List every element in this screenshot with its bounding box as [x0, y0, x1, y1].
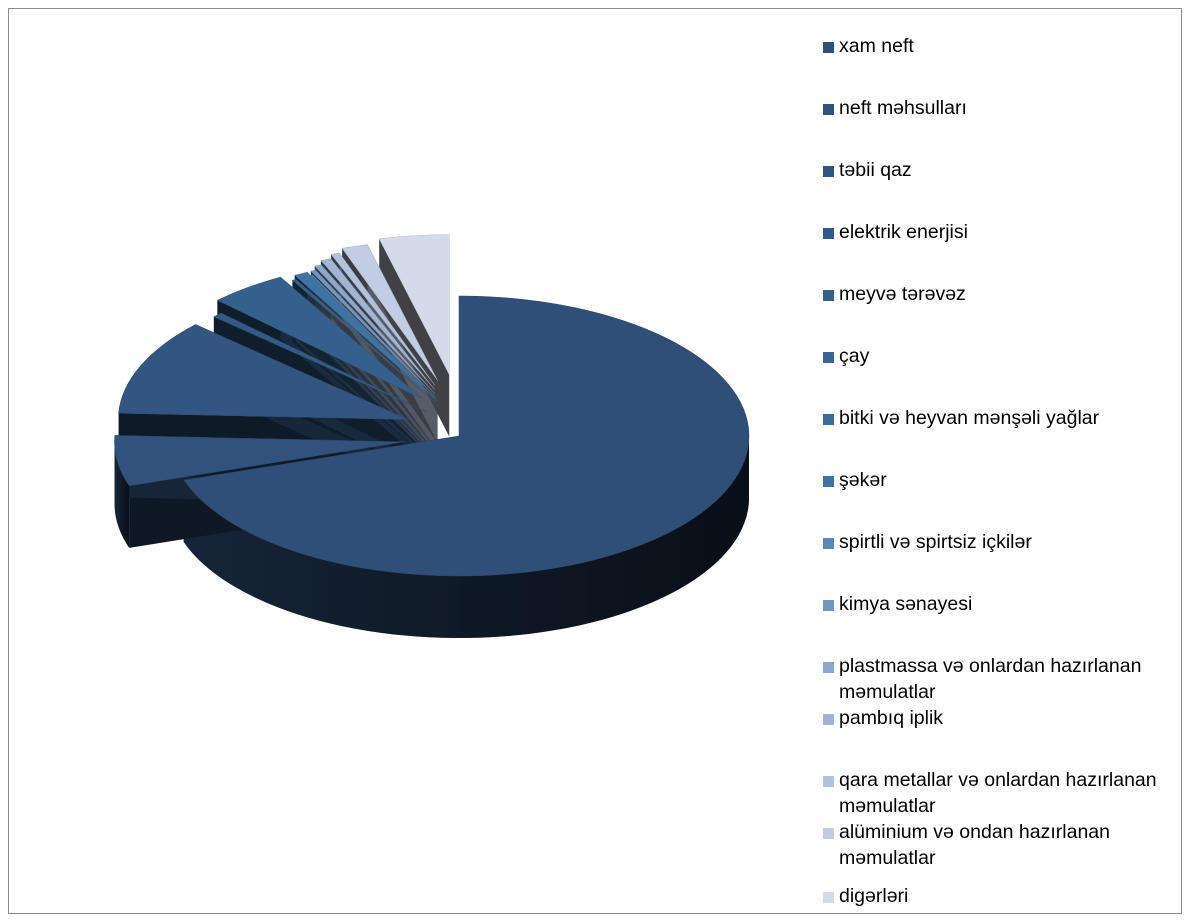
legend-swatch: [823, 104, 834, 115]
legend-item: bitki və heyvan mənşəli yağlar: [823, 405, 1178, 431]
pie-slice-side-shade: [114, 441, 130, 548]
legend-swatch: [823, 166, 834, 177]
legend-swatch: [823, 42, 834, 53]
legend-label: təbii qaz: [839, 159, 912, 181]
pie-slice: [314, 264, 436, 394]
legend-swatch: [823, 538, 834, 549]
pie-slice: [118, 324, 409, 420]
legend-item: alüminium və ondan hazırlanan məmulatlar: [823, 819, 1178, 871]
pie-slice: [114, 435, 405, 487]
legend-swatch: [823, 414, 834, 425]
legend-label: spirtli və spirtsiz içkilər: [839, 531, 1032, 553]
legend-swatch: [823, 600, 834, 611]
legend-label: çay: [839, 345, 870, 367]
legend-item: digərləri: [823, 883, 1178, 909]
pie-slice: [183, 295, 750, 577]
pie-slice: [330, 252, 436, 386]
legend-swatch: [823, 828, 834, 839]
pie-slice: [291, 279, 435, 403]
pie-slice: [310, 274, 438, 402]
pie-slice: [310, 269, 436, 398]
legend-item: meyvə tərəvəz: [823, 281, 1178, 307]
legend-label: bitki və heyvan mənşəli yağlar: [839, 407, 1100, 429]
legend-swatch: [823, 290, 834, 301]
legend-item: pambıq iplik: [823, 705, 1178, 731]
pie-chart: [114, 234, 750, 638]
legend-swatch: [823, 776, 834, 787]
legend-item: qara metallar və onlardan hazırlanan məm…: [823, 767, 1178, 819]
legend-item: şəkər: [823, 467, 1178, 493]
legend-label: kimya sənayesi: [839, 593, 973, 615]
pie-slice: [341, 244, 438, 381]
pie-slice: [213, 312, 427, 413]
legend-swatch: [823, 476, 834, 487]
legend-label: digərləri: [839, 885, 909, 907]
legend-item: çay: [823, 343, 1178, 369]
pie-slice: [216, 276, 423, 400]
chart-area: xam neft neft məhsulları təbii qaz elektrik…: [8, 8, 1182, 914]
pie-slice: [378, 234, 450, 375]
pie-slice-side-shade: [183, 436, 750, 638]
legend-swatch: [823, 662, 834, 673]
legend-swatch: [823, 714, 834, 725]
legend-swatch: [823, 892, 834, 903]
legend-item: xam neft: [823, 33, 1178, 59]
pie-slice: [294, 271, 434, 399]
legend-item: neft məhsulları: [823, 95, 1178, 121]
legend-label: şəkər: [839, 469, 887, 491]
legend-item: elektrik enerjisi: [823, 219, 1178, 245]
legend-label: meyvə tərəvəz: [839, 283, 966, 305]
legend-label: pambıq iplik: [839, 707, 944, 729]
legend-swatch: [823, 228, 834, 239]
legend-label: plastmassa və onlardan hazırlanan məmula…: [839, 655, 1142, 703]
legend-item: plastmassa və onlardan hazırlanan məmula…: [823, 653, 1178, 705]
legend-label: xam neft: [839, 35, 914, 57]
legend-label: elektrik enerjisi: [839, 221, 968, 243]
legend-item: spirtli və spirtsiz içkilər: [823, 529, 1178, 555]
legend-label: alüminium və ondan hazırlanan məmulatlar: [839, 821, 1111, 869]
legend-label: qara metallar və onlardan hazırlanan məm…: [839, 769, 1157, 817]
pie-slice: [293, 279, 436, 403]
legend-swatch: [823, 352, 834, 363]
legend-item: təbii qaz: [823, 157, 1178, 183]
legend-item: kimya sənayesi: [823, 591, 1178, 617]
pie-slice: [320, 258, 435, 390]
legend-label: neft məhsulları: [839, 97, 967, 119]
